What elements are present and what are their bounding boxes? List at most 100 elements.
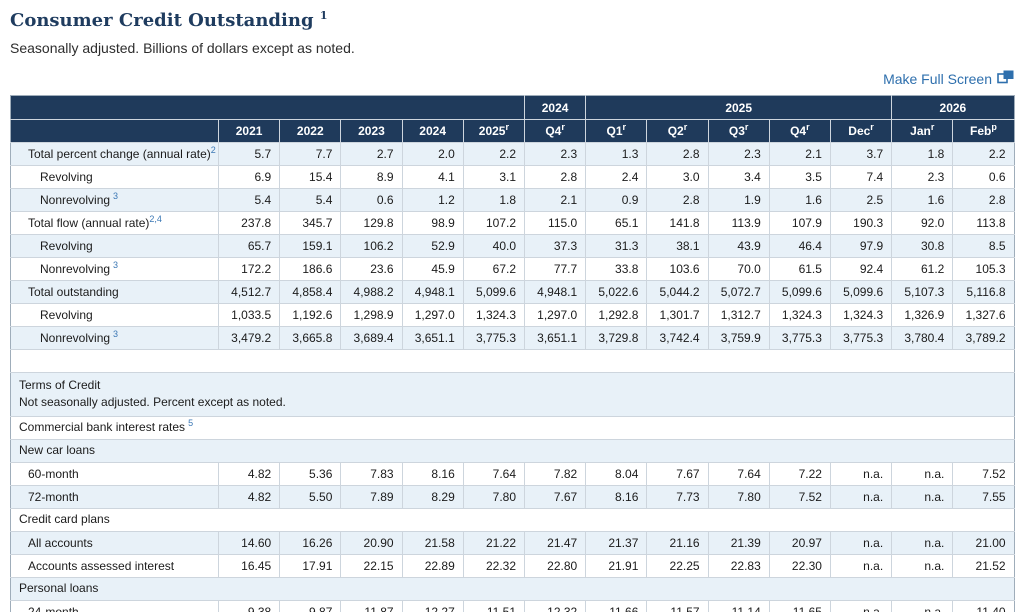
row-label-cell: Revolving: [10, 234, 219, 258]
value-cell: 5,022.6: [585, 280, 647, 304]
section-label-cell: Credit card plans: [10, 507, 1015, 532]
value-cell: 5.4: [217, 188, 280, 212]
value-cell: 1.6: [891, 188, 953, 212]
value-cell: 98.9: [401, 211, 464, 235]
footnote-ref[interactable]: 2,4: [149, 214, 162, 224]
row-label-text: Accounts assessed interest: [28, 558, 175, 573]
value-cell: 2.3: [891, 165, 953, 189]
value-cell: 4,858.4: [279, 280, 341, 304]
section-label-line: Credit card plans: [19, 511, 1014, 528]
section-row: Credit card plans: [10, 507, 1015, 532]
table-row: Revolving 1,033.5 1,192.6 1,298.9 1,297.0 1,3…: [10, 303, 1015, 327]
value-cell: 2.8: [952, 188, 1015, 212]
value-cell: 3.0: [646, 165, 709, 189]
page-title: Consumer Credit Outstanding 1: [10, 10, 1014, 31]
value-cell: 1.6: [768, 188, 831, 212]
value-cell: 0.9: [585, 188, 647, 212]
value-cell: 2.2: [462, 142, 525, 166]
value-cell: 11.87: [340, 599, 403, 612]
value-cell: n.a.: [829, 599, 892, 612]
value-cell: n.a.: [891, 530, 953, 555]
value-cell: 1,033.5: [217, 303, 280, 327]
make-full-screen-link[interactable]: Make Full Screen: [883, 70, 1014, 87]
consumer-credit-table: 2024 2025 2026 2021 2022 2023 2024 2025r Q4r Q1r…: [10, 95, 1015, 612]
value-cell: 2.1: [768, 142, 831, 166]
row-label-header-blank: [10, 119, 219, 143]
column-header-superscript: r: [561, 122, 565, 132]
row-label-text: Nonrevolving: [40, 331, 111, 345]
row-label-cell: Total flow (annual rate)2,4: [10, 211, 219, 235]
row-label-text: Revolving: [40, 170, 93, 184]
column-header-label: Jan: [910, 124, 931, 138]
value-cell: 21.52: [952, 553, 1015, 578]
value-cell: 11.66: [585, 599, 647, 612]
value-cell: 3.7: [829, 142, 892, 166]
section-label-cell: Terms of Credit Not seasonally adjusted. …: [10, 372, 1015, 417]
value-cell: 21.91: [585, 553, 647, 578]
value-cell: 30.8: [891, 234, 953, 258]
value-cell: 9.38: [217, 599, 280, 612]
value-cell: 70.0: [707, 257, 770, 281]
table-row: Nonrevolving 3 172.2 186.6 23.6 45.9 67.2 77.7 3…: [10, 257, 1015, 281]
value-cell: 190.3: [829, 211, 892, 235]
value-cell: 21.47: [523, 530, 586, 555]
value-cell: n.a.: [829, 530, 892, 555]
value-cell: 4.82: [217, 461, 280, 486]
value-cell: 2.3: [523, 142, 586, 166]
value-cell: 6.9: [217, 165, 280, 189]
value-cell: 11.14: [707, 599, 770, 612]
value-cell: 7.4: [829, 165, 892, 189]
value-cell: 9.87: [279, 599, 341, 612]
value-cell: 5,072.7: [707, 280, 770, 304]
value-cell: 1.8: [462, 188, 525, 212]
value-cell: 3,651.1: [401, 326, 464, 350]
column-header-label: Feb: [970, 124, 992, 138]
row-label-cell: Nonrevolving 3: [10, 257, 219, 281]
value-cell: 3,775.3: [768, 326, 831, 350]
value-cell: 16.26: [279, 530, 341, 555]
value-cell: 1,301.7: [646, 303, 709, 327]
column-header-superscript: r: [505, 122, 509, 132]
value-cell: 3,651.1: [523, 326, 586, 350]
row-label-cell: 60-month: [10, 461, 219, 486]
column-header-label: Q2: [667, 124, 684, 138]
footnote-ref[interactable]: 3: [113, 191, 119, 201]
row-label-text: Total flow (annual rate): [28, 216, 150, 230]
section-label-text: New car loans: [19, 443, 96, 458]
row-label-text: Nonrevolving: [40, 193, 111, 207]
value-cell: 4.1: [401, 165, 464, 189]
value-cell: 22.80: [523, 553, 586, 578]
value-cell: 22.15: [340, 553, 403, 578]
footnote-ref[interactable]: 3: [113, 260, 119, 270]
column-header-label: 2023: [358, 124, 385, 138]
value-cell: 1,324.3: [768, 303, 831, 327]
column-header-label: Q3: [728, 124, 745, 138]
row-label-text: All accounts: [28, 535, 93, 550]
value-cell: 38.1: [646, 234, 709, 258]
value-cell: 43.9: [707, 234, 770, 258]
row-label-text: Revolving: [40, 239, 93, 253]
footnote-ref[interactable]: 5: [188, 418, 194, 429]
value-cell: 4,948.1: [401, 280, 464, 304]
value-cell: 7.67: [646, 461, 709, 486]
section-label-text: Personal loans: [19, 581, 99, 596]
footnote-ref[interactable]: 2: [210, 145, 216, 155]
row-label-cell: Nonrevolving 3: [10, 326, 219, 350]
value-cell: n.a.: [829, 461, 892, 486]
value-cell: 21.16: [646, 530, 709, 555]
value-cell: 3,742.4: [646, 326, 709, 350]
value-cell: 1,298.9: [340, 303, 403, 327]
column-header-dec: Decr: [829, 119, 892, 143]
value-cell: 7.22: [768, 461, 831, 486]
toolbar: Make Full Screen: [10, 70, 1014, 90]
footnote-ref[interactable]: 3: [113, 329, 119, 339]
value-cell: 2.7: [340, 142, 403, 166]
value-cell: 11.51: [462, 599, 525, 612]
value-cell: 14.60: [217, 530, 280, 555]
value-cell: 23.6: [340, 257, 403, 281]
column-header-q2: Q2r: [646, 119, 709, 143]
column-header-superscript: p: [991, 122, 997, 132]
value-cell: 65.1: [585, 211, 647, 235]
value-cell: 3,729.8: [585, 326, 647, 350]
row-label-text: Total outstanding: [28, 285, 119, 299]
